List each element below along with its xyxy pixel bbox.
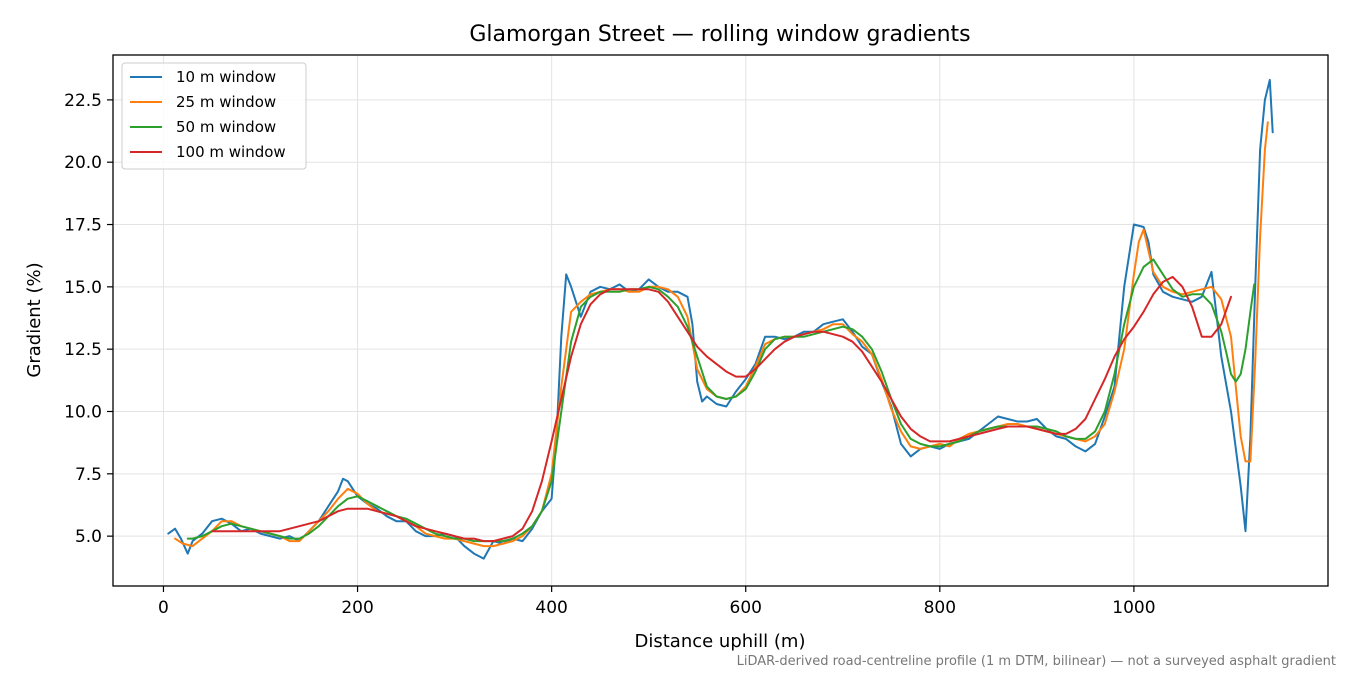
x-tick-label: 0 xyxy=(158,598,169,618)
legend-label: 100 m window xyxy=(176,143,286,161)
series-lines xyxy=(167,78,1274,560)
legend-item: 50 m window xyxy=(130,118,276,136)
series-line-4 xyxy=(211,275,1232,543)
y-tick-label: 10.0 xyxy=(64,402,102,422)
chart-title: Glamorgan Street — rolling window gradie… xyxy=(469,22,970,47)
y-tick-label: 7.5 xyxy=(75,465,102,485)
y-tick-label: 22.5 xyxy=(64,91,102,111)
x-tick-label: 200 xyxy=(341,598,373,618)
legend-item: 25 m window xyxy=(130,93,276,111)
x-tick-label: 400 xyxy=(535,598,567,618)
plot-frame xyxy=(112,54,1329,587)
x-tick-label: 800 xyxy=(924,598,956,618)
legend-item: 10 m window xyxy=(130,68,276,86)
y-axis-label: Gradient (%) xyxy=(24,262,45,377)
legend-label: 25 m window xyxy=(176,93,276,111)
chart-footnote: LiDAR-derived road-centreline profile (1… xyxy=(737,654,1336,669)
x-tick-label: 1000 xyxy=(1112,598,1155,618)
legend-label: 50 m window xyxy=(176,118,276,136)
legend-item: 100 m window xyxy=(130,143,286,161)
y-tick-label: 5.0 xyxy=(75,527,102,547)
legend-label: 10 m window xyxy=(176,68,276,86)
y-tick-label: 12.5 xyxy=(64,340,102,360)
x-tick-label: 600 xyxy=(730,598,762,618)
series-line-3 xyxy=(186,258,1256,543)
grid-lines xyxy=(113,55,1328,586)
y-tick-label: 17.5 xyxy=(64,216,102,236)
legend-box xyxy=(121,62,307,170)
axis-ticks: 0 200 400 600 800 1000 5.0 7.5 10.0 12.5 15.0 17.5 2… xyxy=(64,91,1155,618)
x-axis-label: Distance uphill (m) xyxy=(635,631,806,652)
y-tick-label: 20.0 xyxy=(64,153,102,173)
legend: 10 m window 25 m window 50 m window 100 … xyxy=(121,62,307,170)
y-tick-label: 15.0 xyxy=(64,278,102,298)
